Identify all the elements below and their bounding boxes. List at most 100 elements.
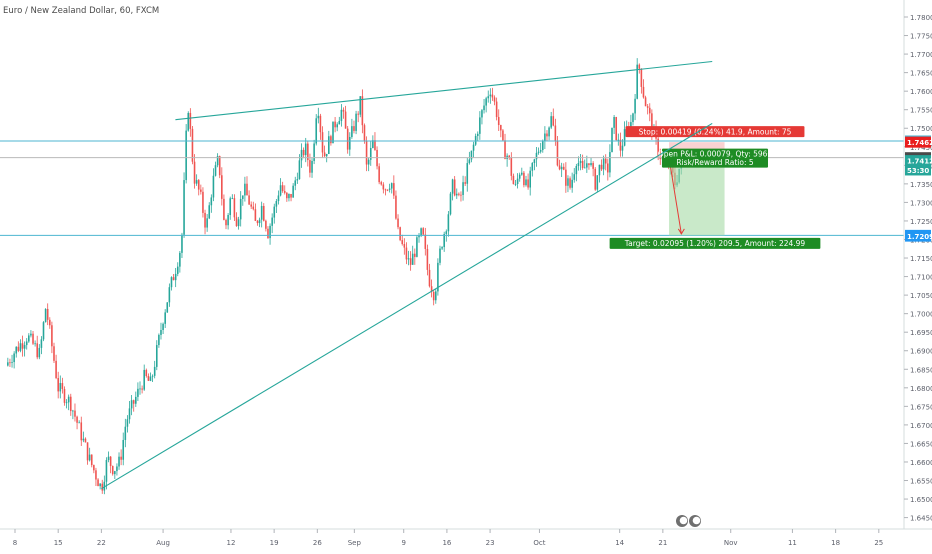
time-tick-label: 22 <box>97 539 106 547</box>
candle-body <box>298 160 301 180</box>
open-pnl-label[interactable]: Open P&L: 0.00079, Qty: 5966Risk/Reward … <box>658 148 773 168</box>
candle-body <box>239 198 242 220</box>
candle-body <box>55 360 57 379</box>
candle-body <box>244 183 246 196</box>
candle-body <box>36 343 39 358</box>
candle-body <box>636 64 638 99</box>
candle-body <box>116 466 118 472</box>
candle-body <box>533 159 536 164</box>
candle-body <box>162 323 164 330</box>
trendline-upper[interactable] <box>175 60 713 121</box>
candle-body <box>101 483 104 491</box>
candle-body <box>508 155 511 158</box>
target-label-bg <box>609 237 821 249</box>
candle-body <box>424 234 427 249</box>
candle-body <box>401 240 404 245</box>
candle-body <box>493 97 496 102</box>
candle-body <box>107 456 110 461</box>
candle-body <box>342 109 345 112</box>
candle-body <box>537 151 540 153</box>
candle-body <box>200 189 202 192</box>
candle-body <box>206 218 208 228</box>
candle-body <box>439 248 441 263</box>
candle-body <box>640 68 643 87</box>
candle-body <box>76 416 78 423</box>
candle-body <box>149 376 152 381</box>
candle-body <box>525 179 527 186</box>
price-tick-label: 1.64500 <box>910 515 932 523</box>
candle-body <box>588 163 590 166</box>
pnl-arrow-head <box>677 228 685 235</box>
candle-body <box>414 253 416 257</box>
price-tick-label: 1.69000 <box>910 348 932 356</box>
candle-body <box>502 130 504 141</box>
candle-body <box>122 439 125 460</box>
stop-label[interactable]: Stop: 0.00419 (0.24%) 41.9, Amount: 75 <box>625 126 805 138</box>
candle-body <box>317 115 320 119</box>
price-tick-label: 1.65000 <box>910 496 932 504</box>
candle-body <box>365 140 368 165</box>
candle-body <box>135 396 137 404</box>
candle-body <box>86 442 89 461</box>
candle-body <box>386 189 389 191</box>
candle-body <box>174 273 177 281</box>
flag-icon[interactable] <box>676 515 688 527</box>
candle-body <box>523 172 525 186</box>
time-tick-label: Aug <box>156 539 170 547</box>
candle-body <box>145 369 148 377</box>
candle-body <box>254 209 257 221</box>
time-tick-label: 16 <box>442 539 451 547</box>
trendlines-layer[interactable] <box>101 60 713 490</box>
candle-body <box>351 126 353 137</box>
candle-body <box>321 132 324 153</box>
candle-body <box>361 96 364 126</box>
candle-body <box>483 105 485 111</box>
candle-body <box>453 179 456 196</box>
candle-body <box>158 334 160 346</box>
price-axis[interactable]: 1.78000 1.77500 1.77000 1.76500 1.76000 1.755… <box>904 14 932 523</box>
candle-body <box>237 219 240 227</box>
candle-body <box>233 198 236 218</box>
candle-body <box>38 347 41 358</box>
price-tag <box>905 155 931 167</box>
candle-body <box>309 160 311 173</box>
candle-body <box>51 325 53 347</box>
candle-body <box>596 175 599 190</box>
time-tick-label: Oct <box>533 539 545 547</box>
candle-body <box>275 201 278 207</box>
candle-body <box>581 160 584 168</box>
candle-body <box>40 339 43 348</box>
candle-body <box>407 258 410 260</box>
candle-body <box>445 231 448 234</box>
price-tick-label: 1.70500 <box>910 292 932 300</box>
time-axis[interactable]: 8 15 22 Aug 12 19 26 Sep 9 16 23 Oct 14 21 Nov 11 18 25 <box>13 529 883 547</box>
candle-body <box>88 454 91 461</box>
candle-body <box>120 456 122 460</box>
target-label[interactable]: Target: 0.02095 (1.20%) 209.5, Amount: 2… <box>609 237 821 249</box>
candle-body <box>449 193 452 215</box>
trendline-lower[interactable] <box>101 122 713 490</box>
flag-icon[interactable] <box>689 515 701 527</box>
candle-body <box>476 133 479 136</box>
candle-body <box>300 149 303 161</box>
price-tag-label: 1.72091 <box>907 233 932 241</box>
candle-body <box>495 101 498 118</box>
candle-body <box>252 206 255 210</box>
candle-body <box>307 143 309 161</box>
candle-body <box>443 233 445 248</box>
candle-body <box>562 166 565 170</box>
price-tick-label: 1.68000 <box>910 385 932 393</box>
candle-body <box>621 145 624 151</box>
candle-body <box>644 97 647 107</box>
candle-body <box>575 166 578 175</box>
candle-body <box>529 170 531 188</box>
candle-body <box>248 195 250 205</box>
candle-body <box>74 410 76 417</box>
candle-body <box>93 465 95 471</box>
candle-body <box>311 160 313 173</box>
candle-body <box>189 112 192 129</box>
position-tool[interactable]: Stop: 0.00419 (0.24%) 41.9, Amount: 75 Op… <box>609 126 821 249</box>
price-tag <box>905 136 931 148</box>
